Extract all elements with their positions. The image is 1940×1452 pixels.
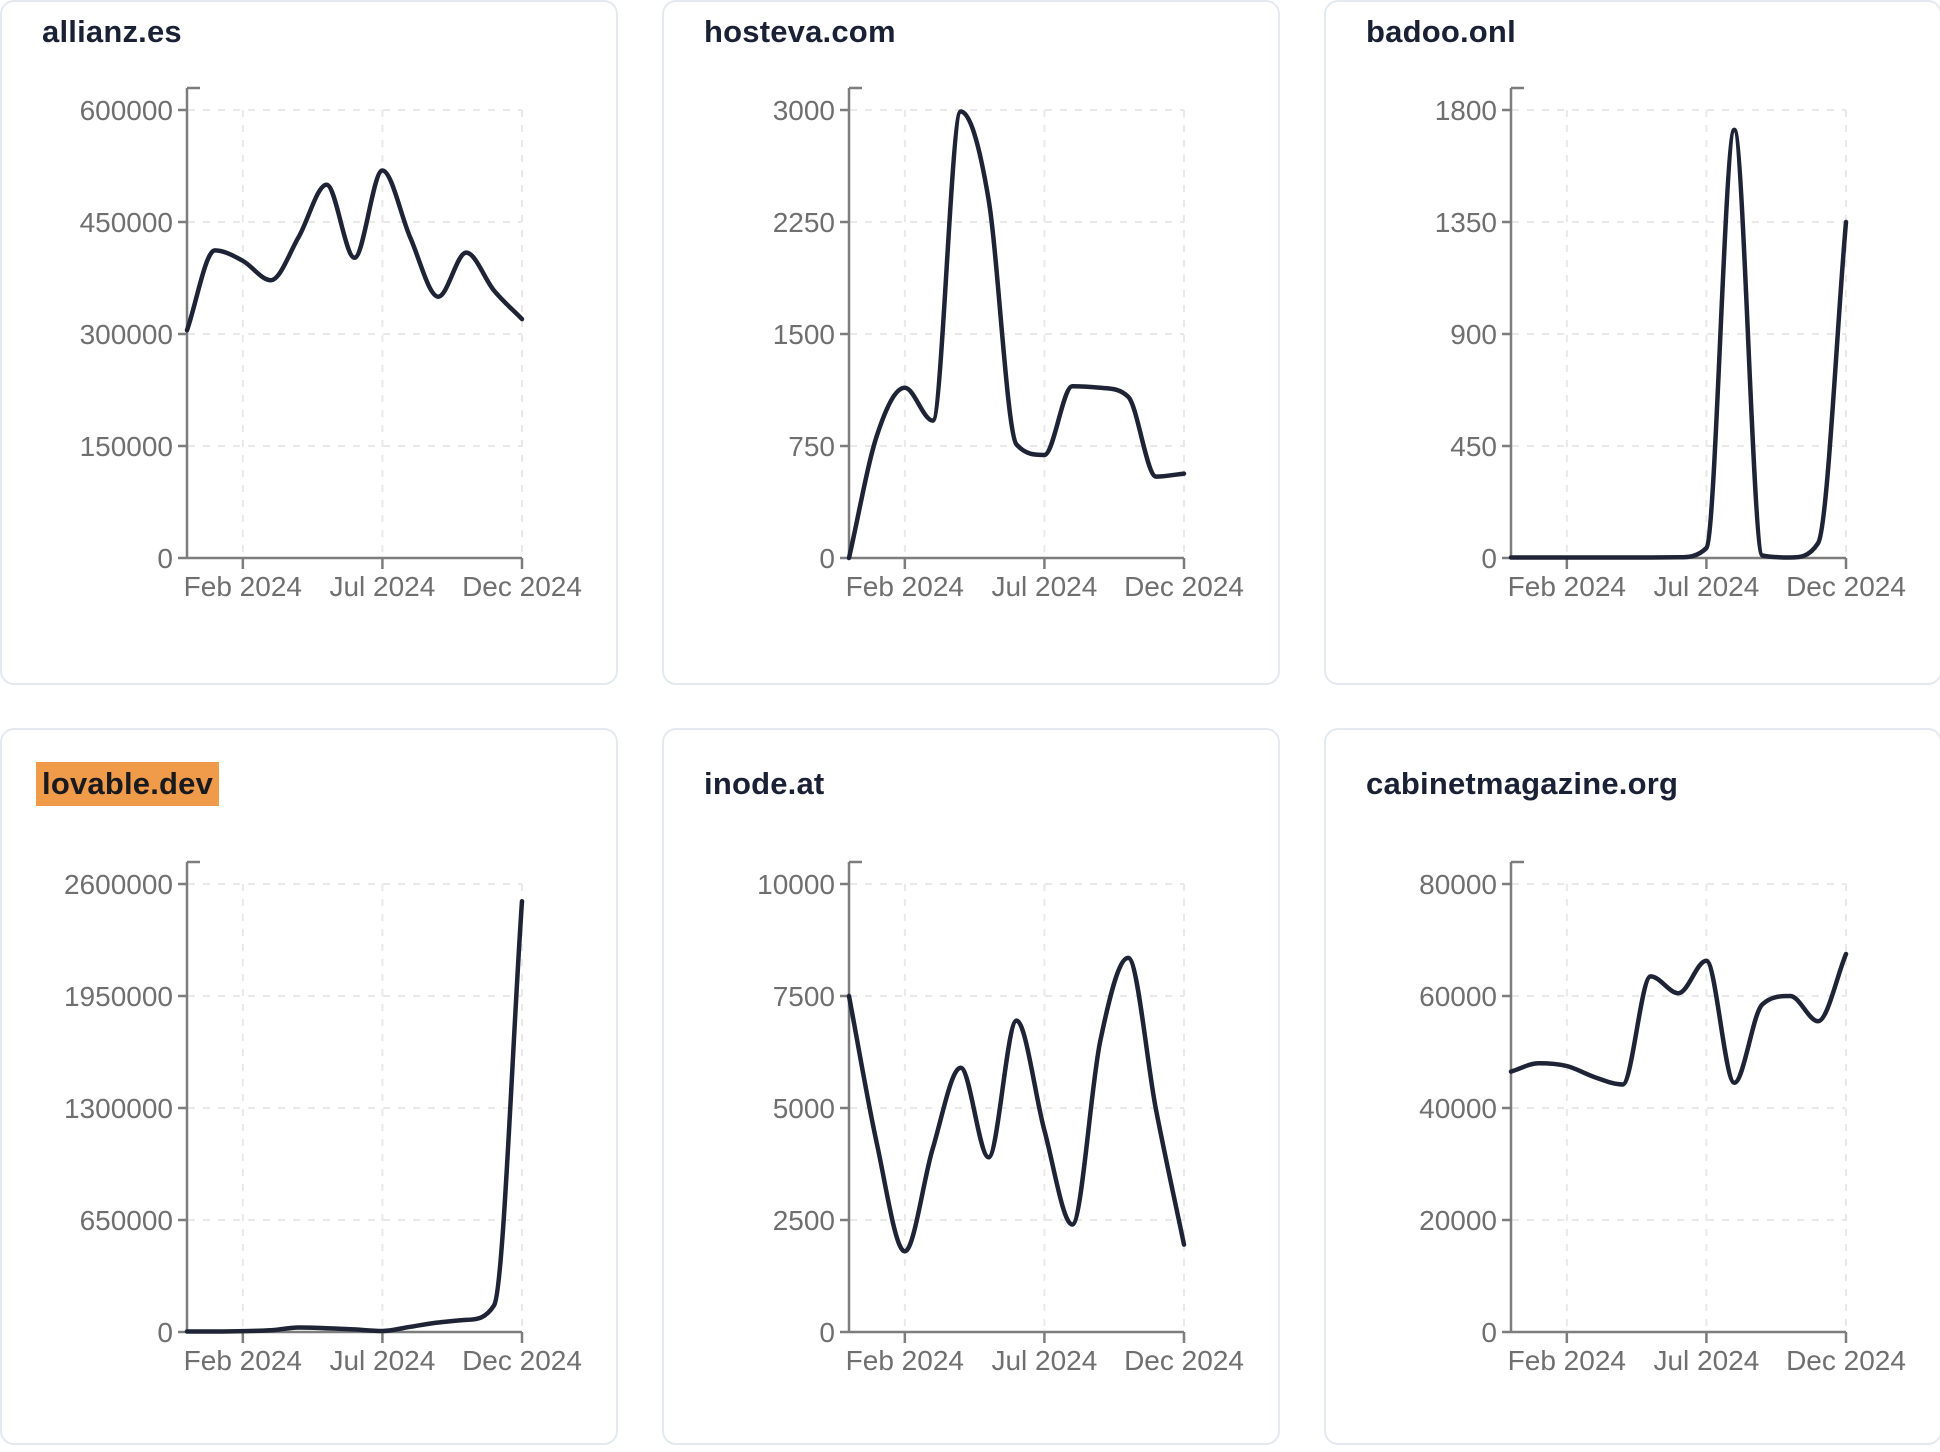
y-axis-tick-label: 0 <box>157 543 173 574</box>
x-axis-tick-label: Dec 2024 <box>462 1345 582 1376</box>
gridlines <box>188 883 523 1331</box>
domain-card-badoo-onl[interactable]: badoo.onl 0 450 900 1350 1800 Feb 2024 Jul 202… <box>1324 0 1940 685</box>
traffic-trend-line <box>184 168 525 333</box>
x-axis-tick-label: Dec 2024 <box>1786 571 1906 602</box>
x-axis-tick-label: Dec 2024 <box>462 571 582 602</box>
domain-title: lovable.dev <box>36 762 220 806</box>
y-axis-tick-label: 900 <box>1450 319 1497 350</box>
x-axis-tick-label: Feb 2024 <box>1508 1345 1626 1376</box>
domain-title: cabinetmagazine.org <box>1360 766 1684 802</box>
x-axis-tick-label: Jul 2024 <box>329 1345 435 1376</box>
traffic-trend-line <box>1508 951 1849 1087</box>
y-axis-tick-label: 600000 <box>80 95 173 126</box>
y-axis-tick-label: 0 <box>1481 1317 1497 1348</box>
axes <box>840 860 1186 1343</box>
y-axis-tick-label: 750 <box>788 431 835 462</box>
traffic-line-chart: 0 450 900 1350 1800 Feb 2024 Jul 2024 Dec 2024 <box>1435 86 1906 602</box>
traffic-line-chart: 0 20000 40000 60000 80000 Feb 2024 Jul 2024 Dec… <box>1419 860 1906 1376</box>
gridlines <box>850 883 1185 1331</box>
y-axis-tick-label: 450 <box>1450 431 1497 462</box>
x-axis-tick-label: Jul 2024 <box>991 1345 1097 1376</box>
x-axis-tick-label: Feb 2024 <box>184 1345 302 1376</box>
y-axis-tick-label: 1950000 <box>64 981 173 1012</box>
y-axis-tick-label: 1300000 <box>64 1093 173 1124</box>
traffic-line-chart: 0 650000 1300000 1950000 2600000 Feb 2024 Jul … <box>64 860 582 1376</box>
domain-title: allianz.es <box>36 14 188 50</box>
x-axis-tick-label: Dec 2024 <box>1786 1345 1906 1376</box>
domain-card-allianz-es[interactable]: allianz.es 0 150000 300000 450000 600000 Feb … <box>0 0 618 685</box>
traffic-line-chart: 0 2500 5000 7500 10000 Feb 2024 Jul 2024 Dec 20… <box>757 860 1244 1376</box>
x-axis-tick-label: Jul 2024 <box>329 571 435 602</box>
domain-title: hosteva.com <box>698 14 902 50</box>
y-axis-tick-label: 3000 <box>773 95 835 126</box>
x-axis-tick-label: Feb 2024 <box>1508 571 1626 602</box>
domain-card-lovable-dev[interactable]: lovable.dev 0 650000 1300000 1950000 2600000… <box>0 728 618 1445</box>
gridlines <box>1512 883 1847 1331</box>
axes <box>840 86 1186 569</box>
domain-title-text: allianz.es <box>42 14 182 49</box>
domain-card-hosteva-com[interactable]: hosteva.com 0 750 1500 2250 3000 Feb 2024 Jul … <box>662 0 1280 685</box>
y-axis-tick-label: 450000 <box>80 207 173 238</box>
x-axis-tick-label: Jul 2024 <box>991 571 1097 602</box>
x-axis-tick-label: Dec 2024 <box>1124 1345 1244 1376</box>
x-axis-tick-label: Feb 2024 <box>846 571 964 602</box>
y-axis-tick-label: 20000 <box>1419 1205 1497 1236</box>
y-axis-tick-label: 60000 <box>1419 981 1497 1012</box>
axes <box>178 860 524 1343</box>
gridlines <box>1512 109 1847 557</box>
traffic-line-chart: 0 750 1500 2250 3000 Feb 2024 Jul 2024 Dec 2024 <box>773 86 1244 602</box>
y-axis-tick-label: 1800 <box>1435 95 1497 126</box>
domain-title-text: inode.at <box>704 766 825 801</box>
y-axis-tick-label: 650000 <box>80 1205 173 1236</box>
domain-title: badoo.onl <box>1360 14 1522 50</box>
traffic-trend-line <box>846 109 1187 561</box>
y-axis-tick-label: 10000 <box>757 869 835 900</box>
gridlines <box>188 109 523 557</box>
domain-title-text: cabinetmagazine.org <box>1366 766 1679 801</box>
domain-card-inode-at[interactable]: inode.at 0 2500 5000 7500 10000 Feb 2024 Jul 2… <box>662 728 1280 1445</box>
gridlines <box>850 109 1185 557</box>
domain-card-cabinetmagazine-org[interactable]: cabinetmagazine.org 0 20000 40000 60000 8000… <box>1324 728 1940 1445</box>
y-axis-tick-label: 2250 <box>773 207 835 238</box>
y-axis-tick-label: 0 <box>819 1317 835 1348</box>
y-axis-tick-label: 80000 <box>1419 869 1497 900</box>
y-axis-tick-label: 1500 <box>773 319 835 350</box>
x-axis-tick-label: Feb 2024 <box>184 571 302 602</box>
y-axis-tick-label: 40000 <box>1419 1093 1497 1124</box>
axes <box>1502 860 1848 1343</box>
y-axis-tick-label: 7500 <box>773 981 835 1012</box>
x-axis-tick-label: Dec 2024 <box>1124 571 1244 602</box>
traffic-trend-line <box>846 955 1187 1254</box>
axes <box>178 86 524 569</box>
domain-title: inode.at <box>698 766 830 802</box>
y-axis-tick-label: 0 <box>1481 543 1497 574</box>
domain-title-text: hosteva.com <box>704 14 896 49</box>
y-axis-tick-label: 2500 <box>773 1205 835 1236</box>
y-axis-tick-label: 1350 <box>1435 207 1497 238</box>
x-axis-tick-label: Jul 2024 <box>1653 1345 1759 1376</box>
y-axis-tick-label: 300000 <box>80 319 173 350</box>
traffic-line-chart: 0 150000 300000 450000 600000 Feb 2024 Jul 202… <box>80 86 582 602</box>
y-axis-tick-label: 5000 <box>773 1093 835 1124</box>
y-axis-tick-label: 2600000 <box>64 869 173 900</box>
y-axis-tick-label: 150000 <box>80 431 173 462</box>
traffic-trend-line <box>1508 127 1849 560</box>
y-axis-tick-label: 0 <box>819 543 835 574</box>
y-axis-tick-label: 0 <box>157 1317 173 1348</box>
traffic-trend-line <box>184 898 525 1334</box>
x-axis-tick-label: Feb 2024 <box>846 1345 964 1376</box>
domain-title-text: lovable.dev <box>36 762 220 806</box>
axes <box>1502 86 1848 569</box>
domain-title-text: badoo.onl <box>1366 14 1516 49</box>
x-axis-tick-label: Jul 2024 <box>1653 571 1759 602</box>
